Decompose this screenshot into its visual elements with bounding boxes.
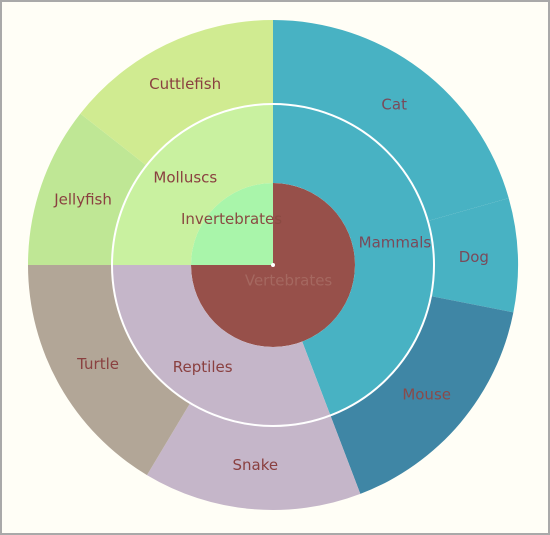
label-invertebrates: Invertebrates: [181, 210, 282, 228]
slice-turtle[interactable]: [28, 265, 191, 476]
slice-mouse[interactable]: [330, 296, 514, 494]
slice-invertebrates[interactable]: [191, 183, 273, 265]
ring-separator-0: [111, 103, 435, 427]
label-turtle: Turtle: [76, 355, 119, 373]
label-reptiles: Reptiles: [173, 358, 233, 376]
label-vertebrates: Vertebrates: [245, 272, 333, 290]
slice-snake[interactable]: [146, 403, 361, 510]
label-mammals: Mammals: [359, 234, 432, 252]
label-dog: Dog: [459, 248, 489, 266]
label-mouse: Mouse: [402, 386, 451, 404]
slice-cat[interactable]: [273, 20, 509, 222]
label-jellyfish: Jellyfish: [53, 190, 112, 208]
label-snake: Snake: [233, 456, 279, 474]
slice-dog[interactable]: [427, 198, 518, 313]
slice-molluscs[interactable]: [112, 104, 273, 265]
slice-mammals[interactable]: [273, 104, 435, 416]
label-cat: Cat: [381, 96, 407, 114]
slice-cuttlefish[interactable]: [80, 20, 273, 166]
label-molluscs: Molluscs: [153, 168, 217, 186]
center-dot: [271, 263, 275, 267]
slice-jellyfish[interactable]: [28, 113, 147, 266]
label-cuttlefish: Cuttlefish: [149, 75, 221, 93]
